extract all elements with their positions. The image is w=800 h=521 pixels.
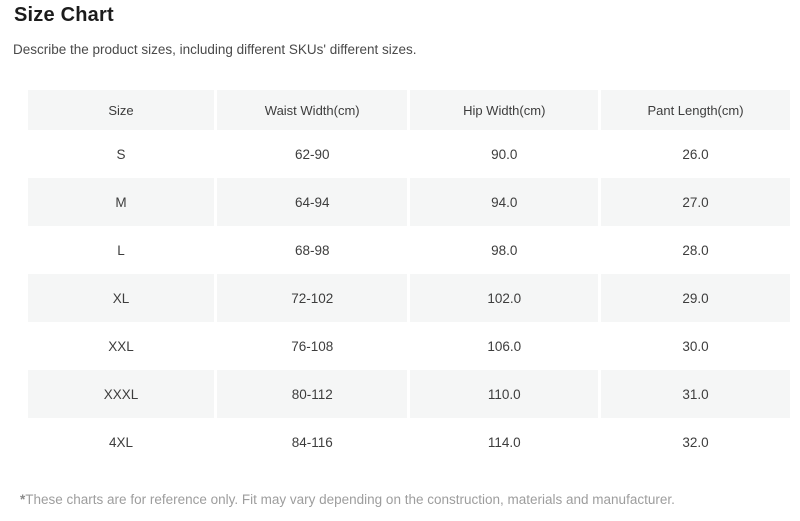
table-cell: 114.0 [407, 418, 600, 466]
page-title: Size Chart [14, 4, 114, 26]
table-row: L 68-98 98.0 28.0 [28, 226, 790, 274]
column-header: Pant Length(cm) [597, 90, 790, 130]
table-row: 4XL 84-116 114.0 32.0 [28, 418, 790, 466]
size-chart-section: Size Chart Describe the product sizes, i… [13, 4, 800, 508]
table-row: XL 72-102 102.0 29.0 [28, 274, 790, 322]
table-cell: 26.0 [597, 130, 790, 178]
table-cell: 90.0 [407, 130, 600, 178]
footnote-text: These charts are for reference only. Fit… [25, 492, 675, 507]
table-cell: 31.0 [597, 370, 790, 418]
column-header: Size [28, 90, 216, 130]
table-cell: L [117, 242, 125, 258]
table-row: M 64-94 94.0 27.0 [28, 178, 790, 226]
table-cell: XXL [108, 338, 134, 354]
table-cell: 76-108 [213, 322, 409, 370]
table-cell: 80-112 [213, 370, 409, 418]
footnote-asterisk: * [20, 492, 26, 507]
table-cell: XL [28, 274, 216, 322]
table-header-row: Size Waist Width(cm) Hip Width(cm) Pant Len… [28, 90, 790, 130]
table-cell: 27.0 [597, 178, 790, 226]
table-cell: 84-116 [213, 418, 409, 466]
table-row: S 62-90 90.0 26.0 [28, 130, 790, 178]
section-description: Describe the product sizes, including di… [13, 42, 417, 57]
disclaimer-footnote: *These charts are for reference only. Fi… [20, 491, 800, 508]
table-cell: 106.0 [407, 322, 600, 370]
table-cell: 64-94 [213, 178, 409, 226]
table-cell: 110.0 [407, 370, 600, 418]
table-cell: 29.0 [597, 274, 790, 322]
table-row: XXL 76-108 106.0 30.0 [28, 322, 790, 370]
table-cell: 94.0 [407, 178, 600, 226]
column-header: Hip Width(cm) [407, 90, 600, 130]
table-body: S 62-90 90.0 26.0 M 64-94 94.0 27.0 L 68-98 98.0 28… [28, 130, 790, 466]
size-chart-table: Size Waist Width(cm) Hip Width(cm) Pant Len… [28, 90, 790, 466]
table-cell: 4XL [108, 434, 133, 450]
table-cell: 102.0 [407, 274, 600, 322]
table-cell: 68-98 [213, 226, 409, 274]
table-cell: 72-102 [213, 274, 409, 322]
table-cell: S [116, 146, 126, 162]
table-cell: 62-90 [213, 130, 409, 178]
table-cell: XXXL [28, 370, 216, 418]
table-cell: 32.0 [597, 418, 790, 466]
column-header: Waist Width(cm) [213, 90, 409, 130]
table-cell: M [28, 178, 216, 226]
table-row: XXXL 80-112 110.0 31.0 [28, 370, 790, 418]
table-cell: 98.0 [407, 226, 600, 274]
table-cell: 30.0 [597, 322, 790, 370]
table-cell: 28.0 [597, 226, 790, 274]
